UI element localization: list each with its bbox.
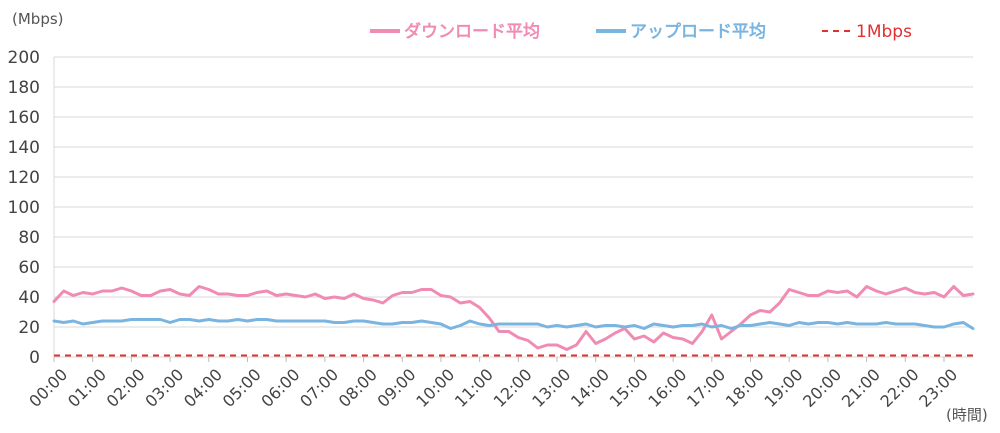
y-tick-label: 180 — [8, 78, 40, 98]
y-tick-label: 80 — [18, 228, 40, 248]
y-tick-label: 140 — [8, 138, 40, 158]
x-tick-label: 02:00 — [103, 365, 149, 411]
x-tick-label: 21:00 — [838, 365, 884, 411]
x-tick-label: 20:00 — [799, 365, 845, 411]
y-tick-label: 120 — [8, 168, 40, 188]
x-tick-label: 14:00 — [567, 365, 613, 411]
x-tick-label: 05:00 — [219, 365, 265, 411]
x-tick-label: 23:00 — [915, 365, 961, 411]
legend-label-upload: アップロード平均 — [630, 21, 766, 42]
y-tick-label: 160 — [8, 108, 40, 128]
series-line-upload — [52, 318, 975, 330]
x-tick-label: 04:00 — [180, 365, 226, 411]
y-tick-label: 100 — [8, 198, 40, 218]
y-tick-label: 60 — [18, 258, 40, 278]
y-tick-label: 40 — [18, 288, 40, 308]
x-tick-label: 19:00 — [760, 365, 806, 411]
y-axis-ticks: 0 20 40 60 80 100 120 140 160 180 200 — [8, 48, 40, 368]
x-tick-label: 13:00 — [528, 365, 574, 411]
x-tick-label: 17:00 — [683, 365, 729, 411]
x-axis-ticks: 00:0001:0002:0003:0004:0005:0006:0007:00… — [25, 357, 961, 411]
grid-lines — [53, 56, 973, 358]
x-tick-label: 11:00 — [451, 365, 497, 411]
x-tick-label: 09:00 — [374, 365, 420, 411]
x-axis-label: (時間) — [946, 406, 988, 424]
x-tick-label: 22:00 — [877, 365, 923, 411]
x-tick-label: 16:00 — [644, 365, 690, 411]
x-tick-label: 06:00 — [257, 365, 303, 411]
x-tick-label: 01:00 — [64, 365, 110, 411]
x-tick-label: 15:00 — [606, 365, 652, 411]
x-tick-label: 08:00 — [335, 365, 381, 411]
x-tick-label: 18:00 — [722, 365, 768, 411]
y-tick-label: 200 — [8, 48, 40, 68]
x-tick-label: 00:00 — [25, 365, 71, 411]
x-tick-label: 03:00 — [141, 365, 187, 411]
x-tick-label: 10:00 — [412, 365, 458, 411]
x-tick-label: 12:00 — [490, 365, 536, 411]
y-tick-label: 20 — [18, 318, 40, 338]
x-tick-label: 07:00 — [296, 365, 342, 411]
series-line-download — [52, 285, 975, 351]
legend: ダウンロード平均 アップロード平均 1Mbps — [370, 21, 912, 42]
legend-label-download: ダウンロード平均 — [404, 21, 540, 42]
legend-label-1mbps: 1Mbps — [856, 22, 912, 42]
series-lines — [52, 285, 975, 357]
y-axis-label: (Mbps) — [12, 10, 64, 28]
y-tick-label: 0 — [29, 348, 40, 368]
